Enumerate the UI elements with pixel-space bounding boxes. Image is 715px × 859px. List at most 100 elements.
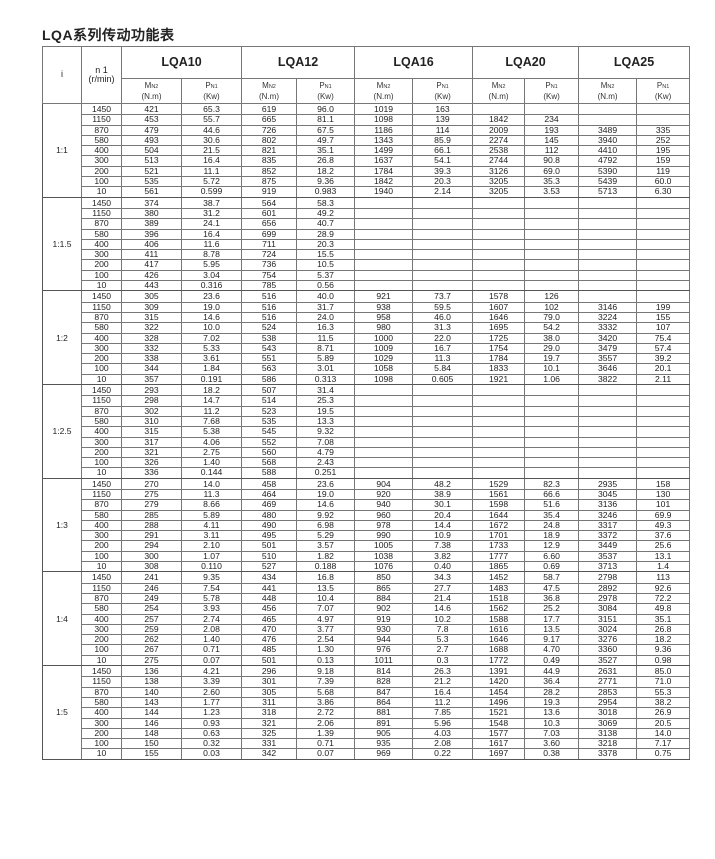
power-cell: 48.2: [412, 477, 474, 490]
power-cell: 65.3: [180, 102, 243, 116]
table-row: 100 344 1.84 563 3.01 1058 5.84 1833 10.1 3646 20.…: [43, 363, 691, 375]
torque-cell: 865: [354, 582, 414, 594]
speed-header: n 1 (r/min): [81, 46, 122, 104]
torque-cell: 490: [241, 519, 298, 532]
power-cell: [412, 446, 474, 459]
power-cell: 14.6: [296, 499, 356, 511]
torque-symbol: M: [376, 80, 384, 90]
power-cell: 21.4: [412, 592, 474, 605]
torque-cell: 2798: [578, 571, 638, 584]
torque-cell: [472, 102, 526, 116]
power-cell: 2.72: [296, 707, 356, 719]
torque-cell: 246: [121, 582, 182, 594]
torque-cell: 434: [241, 571, 298, 584]
power-cell: 7.85: [412, 707, 474, 719]
power-cell: [636, 228, 691, 240]
power-cell: 4.21: [180, 665, 243, 678]
table-row: 1:1 1450 421 65.3 619 96.0 1019 163: [42, 102, 691, 198]
torque-cell: 3332: [578, 322, 638, 334]
torque-header: MN2 (N.m): [578, 78, 638, 104]
torque-cell: [354, 207, 414, 220]
torque-cell: 3537: [578, 550, 638, 563]
torque-cell: 516: [241, 311, 298, 324]
power-cell: 2.08: [180, 623, 243, 636]
speed-cell: 400: [81, 707, 122, 719]
power-cell: 3.77: [296, 623, 356, 636]
power-cell: [524, 249, 580, 261]
torque-cell: 891: [354, 717, 414, 729]
power-cell: 0.93: [180, 717, 243, 729]
torque-cell: [354, 228, 414, 240]
power-cell: [636, 446, 691, 459]
ratio-cell: 1:4: [42, 571, 82, 667]
power-cell: [412, 405, 474, 417]
speed-cell: 100: [81, 738, 122, 750]
table-row: 580 310 7.68 535 13.3: [43, 415, 691, 428]
torque-cell: 2744: [472, 155, 526, 167]
power-cell: 5.3: [412, 634, 474, 646]
power-cell: 49.2: [296, 207, 356, 220]
table-row: 200 417 5.95 736 10.5: [43, 259, 691, 271]
power-cell: [524, 446, 580, 459]
power-cell: [524, 238, 580, 251]
torque-unit: (N.m): [259, 91, 280, 101]
power-cell: [524, 415, 580, 428]
torque-cell: [354, 218, 414, 230]
power-cell: 3.82: [412, 550, 474, 563]
torque-cell: 1518: [472, 592, 526, 605]
table-row: 300 317 4.06 552 7.08: [43, 436, 691, 448]
torque-cell: 5439: [578, 176, 638, 188]
torque-cell: [472, 457, 526, 469]
speed-cell: 580: [81, 322, 122, 334]
power-cell: 126: [524, 290, 580, 303]
power-header: PN1 (Kw): [524, 78, 580, 104]
torque-cell: 1644: [472, 509, 526, 521]
torque-cell: 1000: [354, 332, 414, 344]
power-cell: 7.54: [180, 582, 243, 594]
table-row: 400 315 5.38 545 9.32: [43, 426, 691, 438]
power-cell: 19.0: [180, 301, 243, 313]
torque-cell: 421: [121, 102, 182, 116]
power-cell: 5.33: [180, 342, 243, 355]
torque-cell: [578, 426, 638, 438]
torque-cell: 921: [354, 290, 414, 303]
power-cell: 25.2: [524, 603, 580, 615]
power-cell: 14.0: [636, 727, 691, 740]
power-cell: 10.1: [524, 363, 580, 375]
speed-cell: 1150: [81, 301, 122, 313]
torque-cell: 3246: [578, 509, 638, 521]
speed-cell: 10: [81, 748, 122, 760]
torque-cell: 338: [121, 353, 182, 365]
torque-unit: (N.m): [597, 91, 618, 101]
torque-cell: 279: [121, 499, 182, 511]
power-cell: 40.0: [296, 290, 356, 303]
torque-cell: 1499: [354, 145, 414, 157]
power-subscript: N1: [324, 83, 332, 90]
torque-cell: 465: [241, 613, 298, 625]
ratio-cell: 1:1.5: [42, 196, 82, 292]
torque-cell: 143: [121, 696, 182, 709]
power-cell: [412, 228, 474, 240]
power-cell: [412, 249, 474, 261]
torque-cell: 754: [241, 269, 298, 282]
power-cell: 5.29: [296, 530, 356, 542]
table-row: 10 561 0.599 919 0.983 1940 2.14 3205 3.53 5713 6.…: [43, 186, 691, 198]
torque-cell: 828: [354, 676, 414, 688]
power-cell: [412, 269, 474, 282]
power-cell: 5.96: [412, 717, 474, 729]
power-cell: [636, 269, 691, 282]
torque-cell: 374: [121, 196, 182, 209]
power-cell: 13.6: [524, 707, 580, 719]
torque-cell: 3822: [578, 373, 638, 386]
torque-cell: 476: [241, 634, 298, 646]
torque-cell: [472, 384, 526, 397]
torque-cell: 138: [121, 676, 182, 688]
torque-cell: 543: [241, 342, 298, 355]
table-row: 100 150 0.32 331 0.71 935 2.08 1617 3.60 3218 7.17: [43, 738, 691, 750]
ratio-cell: 1:2: [42, 290, 82, 386]
power-cell: 14.6: [412, 603, 474, 615]
speed-cell: 10: [81, 280, 122, 292]
torque-cell: 1733: [472, 540, 526, 552]
